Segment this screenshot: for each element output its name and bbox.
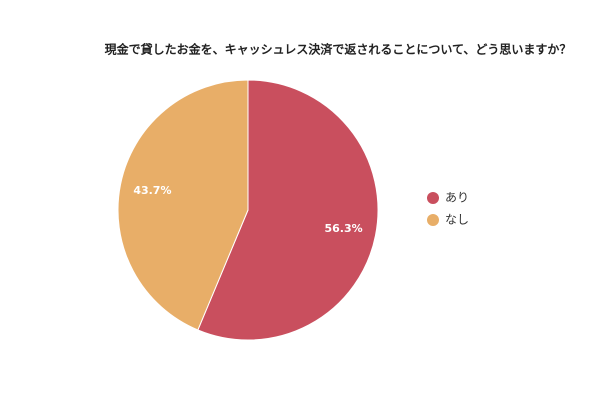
pie-slice [197,79,379,341]
legend-marker [427,192,439,204]
pie-slice [117,79,249,331]
value-label: 43.7% [133,184,171,197]
value-label: 56.3% [325,222,363,235]
legend-marker [427,214,439,226]
legend-label: なし [445,213,469,227]
legend-label: あり [445,191,469,205]
chart-title: 現金で貸したお金を、キャッシュレス決済で返されることについて、どう思いますか？ [105,42,572,57]
